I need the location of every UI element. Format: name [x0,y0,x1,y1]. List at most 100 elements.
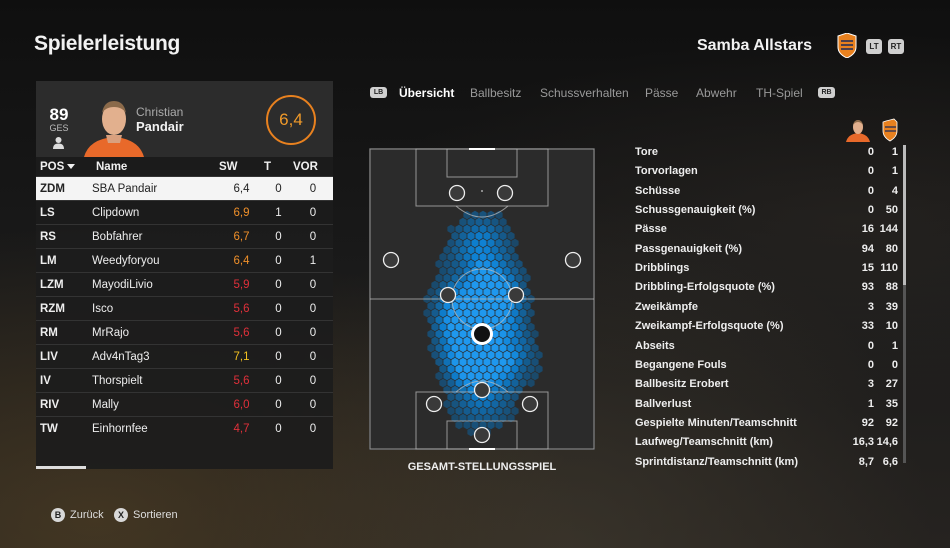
table-row[interactable]: RM MrRajo 5,6 0 0 [36,320,333,345]
heatmap-cell [451,231,459,241]
stat-row: Passgenauigkeit (%) 94 80 [635,243,900,260]
player-goals: 0 [264,248,293,273]
heatmap-cell [487,280,495,290]
table-row[interactable]: LM Weedyforyou 6,4 0 1 [36,248,333,273]
column-header-sw[interactable]: SW [219,161,238,173]
heatmap-cell [495,280,503,290]
heatmap-cell [451,315,459,325]
back-label[interactable]: Zurück [70,509,104,521]
rb-button[interactable]: RB [818,87,835,98]
column-header-name[interactable]: Name [96,161,128,173]
table-row[interactable]: RS Bobfahrer 6,7 0 0 [36,224,333,249]
heatmap-cell [427,301,435,311]
stat-team-value: 6,6 [882,455,898,468]
heatmap-cell [487,266,495,276]
tab-abwehr[interactable]: Abwehr [696,86,737,100]
heatmap-cell [451,371,459,381]
table-row[interactable]: TW Einhornfee 4,7 0 0 [36,416,333,440]
stat-team-value: 1 [891,339,898,352]
heatmap-cell [451,259,459,269]
player-name: Clipdown [92,200,219,225]
heatmap-cell [507,315,515,325]
heatmap-cell [491,273,499,283]
stat-player-value: 0 [867,358,874,371]
heatmap-cell [491,301,499,311]
heatmap-cell [459,231,467,241]
tab-th-spiel[interactable]: TH-Spiel [756,86,803,100]
heatmap-cell [479,280,487,290]
heatmap-cell [451,343,459,353]
b-button-icon[interactable]: B [51,508,65,522]
stat-player-value: 16 [861,223,874,236]
heatmap-cell [479,238,487,248]
stat-player-value: 3 [867,378,874,391]
stat-label: Ballbesitz Erobert [635,378,729,391]
heatmap-cell [439,252,447,262]
table-row[interactable]: ZDM SBA Pandair 6,4 0 0 [36,176,333,201]
column-header-vor[interactable]: VOR [293,161,318,173]
table-row[interactable]: RIV Mally 6,0 0 0 [36,392,333,417]
table-row[interactable]: RZM Isco 5,6 0 0 [36,296,333,321]
heatmap-cell [495,364,503,374]
heatmap-cell [467,231,475,241]
player-assists: 0 [293,224,333,249]
heatmap-cell [435,329,443,339]
heatmap-cell [499,357,507,367]
heatmap-cell [463,280,471,290]
player-goals: 0 [264,368,293,393]
heatmap-cell [507,413,515,423]
table-row[interactable]: LIV Adv4nTag3 7,1 0 0 [36,344,333,369]
column-header-pos-label: POS [40,161,65,173]
heatmap-cell [451,399,459,409]
player-position: RIV [36,392,92,417]
tab-ballbesitz[interactable]: Ballbesitz [470,86,522,100]
heatmap-cell [483,315,491,325]
heatmap-cell [455,252,463,262]
x-button-icon[interactable]: X [114,508,128,522]
player-assists: 0 [293,416,333,440]
stat-row: Tore 0 1 [635,146,900,163]
heatmap-cell [471,238,479,248]
tab-uebersicht[interactable]: Übersicht [399,86,455,100]
stats-scrollbar[interactable] [903,145,906,463]
heatmap-cell [515,343,523,353]
heatmap-cell [479,364,487,374]
heatmap-cell [459,217,467,227]
stat-player-value: 94 [861,242,874,255]
stats-scrollbar-thumb[interactable] [903,145,906,285]
table-row[interactable]: IV Thorspielt 5,6 0 0 [36,368,333,393]
rt-button[interactable]: RT [888,39,904,54]
heatmap-cell [463,406,471,416]
heatmap-cell [519,322,527,332]
stat-team-value: 1 [891,146,898,158]
table-row[interactable]: LZM MayodiLivio 5,9 0 0 [36,272,333,297]
stat-label: Tore [635,146,659,158]
player-name: Bobfahrer [92,224,219,249]
column-header-t[interactable]: T [264,161,272,173]
heatmap-cell [455,322,463,332]
heatmap-cell [443,273,451,283]
heatmap-cell [447,364,455,374]
heatmap-cell [447,392,455,402]
heatmap-cell [491,385,499,395]
lb-button[interactable]: LB [370,87,387,98]
heatmap-cell [527,336,535,346]
tab-paesse[interactable]: Pässe [645,86,679,100]
stats-compare-header [846,118,898,142]
heatmap-cell [451,329,459,339]
heatmap-cell [523,287,531,297]
heatmap-cell [459,413,467,423]
tab-schussverhalten[interactable]: Schussverhalten [540,86,629,100]
lt-button[interactable]: LT [866,39,882,54]
heatmap-cell [523,301,531,311]
sort-label[interactable]: Sortieren [133,509,178,521]
stat-player-value: 33 [861,320,874,333]
table-row[interactable]: LS Clipdown 6,9 1 0 [36,200,333,225]
heatmap-cell [467,399,475,409]
column-header-pos[interactable]: POS [36,158,92,177]
heatmap-cell [511,364,519,374]
heatmap-cell [491,371,499,381]
heatmap-cell [499,413,507,423]
heatmap-cell [527,364,535,374]
heatmap-cell [471,224,479,234]
